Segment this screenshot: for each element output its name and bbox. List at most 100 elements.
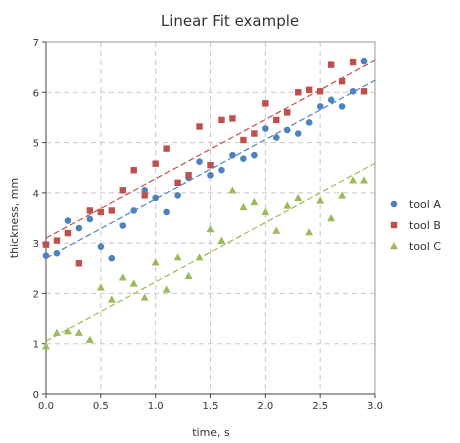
tick-labels: 0.0 0.5 1.0 1.5 2.0 2.5 3.0 0 1 2 3 4 5 6 7 — [33, 38, 383, 412]
point-tool-A — [273, 134, 280, 141]
point-tool-C — [74, 328, 83, 336]
point-tool-B — [174, 179, 181, 186]
point-tool-B — [316, 88, 324, 95]
y-tick-label: 6 — [33, 88, 39, 99]
point-tool-B — [251, 130, 258, 137]
point-tool-B — [108, 207, 115, 214]
point-tool-B — [207, 162, 214, 169]
point-tool-B — [338, 78, 346, 85]
point-tool-B — [327, 61, 335, 68]
point-tool-B — [119, 187, 126, 194]
point-tool-A — [53, 249, 61, 257]
point-tool-C — [294, 193, 303, 202]
point-tool-A — [316, 103, 324, 110]
fit-lines — [45, 59, 376, 342]
point-tool-C — [173, 253, 182, 261]
point-tool-A — [196, 158, 203, 165]
point-tool-A — [130, 207, 138, 214]
fit-line-tool-A — [45, 79, 376, 259]
point-tool-A — [218, 166, 225, 174]
y-axis-label: thickness, mm — [8, 178, 21, 258]
x-tick-label: 3.0 — [367, 401, 383, 412]
point-tool-C — [283, 201, 292, 209]
point-tool-B — [360, 88, 368, 95]
x-axis-label: time, s — [192, 426, 230, 439]
point-tool-A — [240, 155, 247, 162]
point-tool-A — [174, 192, 181, 199]
point-tool-C — [316, 196, 325, 204]
point-tool-B — [97, 208, 105, 216]
point-tool-C — [129, 279, 138, 287]
point-tool-B — [64, 229, 72, 237]
point-tool-C — [107, 295, 116, 303]
y-tick-label: 7 — [33, 38, 39, 49]
point-tool-C — [162, 285, 171, 293]
point-tool-C — [338, 191, 347, 199]
point-tool-B — [229, 115, 236, 122]
point-tool-A — [229, 151, 236, 159]
point-tool-C — [261, 207, 270, 216]
point-tool-A — [119, 222, 127, 229]
point-tool-B — [86, 207, 94, 214]
x-tick-label: 1.5 — [203, 401, 219, 412]
point-tool-A — [349, 87, 357, 95]
x-tick-label: 2.0 — [257, 401, 273, 412]
point-tool-A — [141, 187, 148, 194]
point-tool-C — [349, 176, 358, 184]
axes — [42, 41, 376, 398]
point-tool-C — [52, 328, 61, 336]
point-tool-B — [75, 260, 83, 267]
point-tool-C — [206, 225, 215, 233]
point-tool-C — [118, 273, 127, 281]
point-tool-C — [305, 228, 314, 236]
point-tool-A — [294, 130, 302, 137]
y-tick-label: 2 — [33, 289, 39, 300]
x-tick-label: 0.5 — [93, 401, 109, 412]
y-tick-label: 5 — [33, 139, 39, 150]
point-tool-B — [240, 136, 247, 144]
data-points — [42, 57, 369, 350]
fit-line-tool-B — [45, 59, 376, 239]
legend: tool A tool B tool C — [390, 198, 441, 253]
legend-marker-tool-B — [390, 221, 398, 229]
point-tool-A — [207, 171, 214, 179]
point-tool-A — [327, 96, 335, 104]
point-tool-A — [262, 125, 269, 132]
point-tool-B — [349, 58, 357, 66]
point-tool-B — [152, 160, 159, 167]
point-tool-B — [42, 241, 50, 248]
x-tick-label: 1.0 — [148, 401, 164, 412]
point-tool-A — [64, 217, 72, 224]
point-tool-A — [42, 252, 50, 260]
legend-marker-tool-A — [390, 200, 398, 208]
chart-title: Linear Fit example — [161, 12, 299, 30]
point-tool-A — [338, 103, 346, 110]
point-tool-B — [141, 192, 148, 199]
point-tool-A — [163, 208, 170, 216]
point-tool-C — [217, 236, 226, 244]
point-tool-B — [284, 109, 291, 116]
point-tool-A — [283, 126, 291, 134]
fit-line-tool-C — [45, 162, 376, 342]
grid — [46, 42, 375, 394]
point-tool-B — [262, 100, 269, 107]
point-tool-A — [108, 254, 116, 262]
point-tool-C — [96, 283, 105, 291]
point-tool-B — [196, 123, 203, 130]
point-tool-C — [250, 197, 259, 206]
point-tool-C — [63, 327, 72, 335]
legend-marker-tool-C — [390, 242, 398, 250]
y-tick-label: 1 — [33, 340, 39, 351]
point-tool-B — [185, 172, 192, 179]
point-tool-A — [75, 224, 83, 232]
point-tool-B — [295, 89, 302, 96]
point-tool-C — [140, 293, 149, 301]
point-tool-B — [130, 167, 137, 174]
y-tick-label: 4 — [33, 189, 39, 200]
point-tool-B — [218, 116, 225, 124]
point-tool-A — [360, 57, 368, 65]
point-tool-B — [273, 116, 280, 124]
x-tick-label: 2.5 — [312, 401, 328, 412]
